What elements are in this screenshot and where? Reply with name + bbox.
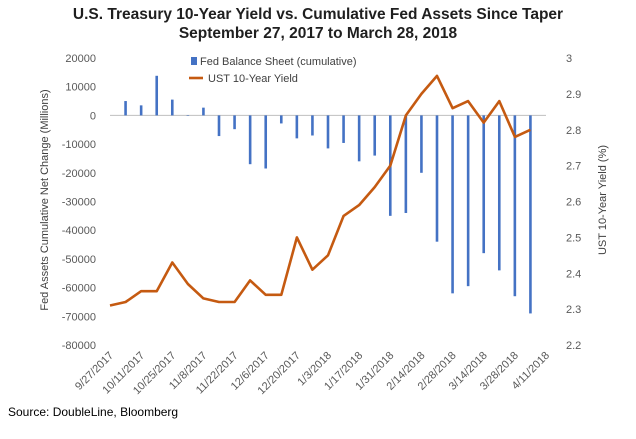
y-left-axis-title: Fed Assets Cumulative Net Change (Millio… (39, 89, 51, 310)
fed-asset-bar (342, 115, 345, 143)
y-left-tick-label: 10000 (65, 82, 96, 94)
y-right-tick-label: 2.9 (566, 89, 581, 101)
fed-asset-bar (170, 99, 174, 116)
fed-asset-bar (451, 115, 454, 294)
y-left-tick-label: 0 (90, 110, 96, 122)
y-right-axis-title: UST 10-Year Yield (%) (597, 145, 609, 255)
fed-asset-bar (124, 101, 127, 116)
y-right-tick-label: 3 (566, 53, 572, 65)
y-left-tick-label: -30000 (62, 197, 96, 209)
fed-asset-bar (420, 115, 423, 173)
y-left-tick-label: -60000 (62, 283, 96, 295)
fed-asset-bar (139, 105, 143, 116)
fed-asset-bar (264, 115, 268, 169)
fed-asset-bar (217, 115, 221, 137)
fed-asset-bar (155, 75, 159, 116)
y-left-tick-label: -50000 (62, 254, 96, 266)
fed-asset-bar (466, 115, 470, 287)
fed-asset-bar (186, 115, 190, 116)
fed-asset-bar (357, 115, 361, 162)
fed-asset-bar (497, 115, 501, 271)
y-right-tick-label: 2.7 (566, 161, 581, 173)
y-left-tick-label: -10000 (62, 139, 96, 151)
fed-asset-bar (373, 115, 377, 156)
legend-bar-swatch (191, 57, 197, 65)
y-left-tick-label: 20000 (65, 53, 96, 65)
y-right-tick-label: 2.6 (566, 197, 581, 209)
fed-asset-bar (279, 115, 283, 124)
fed-asset-bar (233, 115, 236, 130)
legend-bar-label: Fed Balance Sheet (cumulative) (200, 56, 357, 68)
fed-asset-bar (248, 115, 252, 165)
fed-asset-bar (295, 115, 299, 139)
y-left-tick-label: -70000 (62, 311, 96, 323)
y-right-tick-label: 2.4 (566, 268, 581, 280)
y-right-tick-label: 2.8 (566, 125, 581, 137)
fed-asset-bar (311, 115, 314, 136)
y-left-tick-label: -20000 (62, 168, 96, 180)
chart-title: U.S. Treasury 10-Year Yield vs. Cumulati… (72, 6, 564, 23)
y-left-tick-label: -40000 (62, 225, 96, 237)
y-right-tick-label: 2.3 (566, 304, 581, 316)
y-left-tick-label: -80000 (62, 340, 96, 352)
y-right-tick-label: 2.5 (566, 232, 581, 244)
fed-asset-bar (326, 115, 330, 149)
fed-asset-bar (529, 115, 532, 314)
fed-asset-bar (404, 115, 408, 213)
chart-subtitle: September 27, 2017 to March 28, 2018 (178, 25, 458, 42)
fed-asset-bar (482, 115, 486, 254)
y-right-tick-label: 2.2 (566, 340, 581, 352)
fed-asset-bar (513, 115, 517, 297)
legend-line-label: UST 10-Year Yield (208, 73, 298, 85)
fed-asset-bar (435, 115, 439, 242)
source-note: Source: DoubleLine, Bloomberg (8, 405, 179, 419)
fed-asset-bar (202, 107, 205, 116)
yield-line (109, 74, 531, 307)
